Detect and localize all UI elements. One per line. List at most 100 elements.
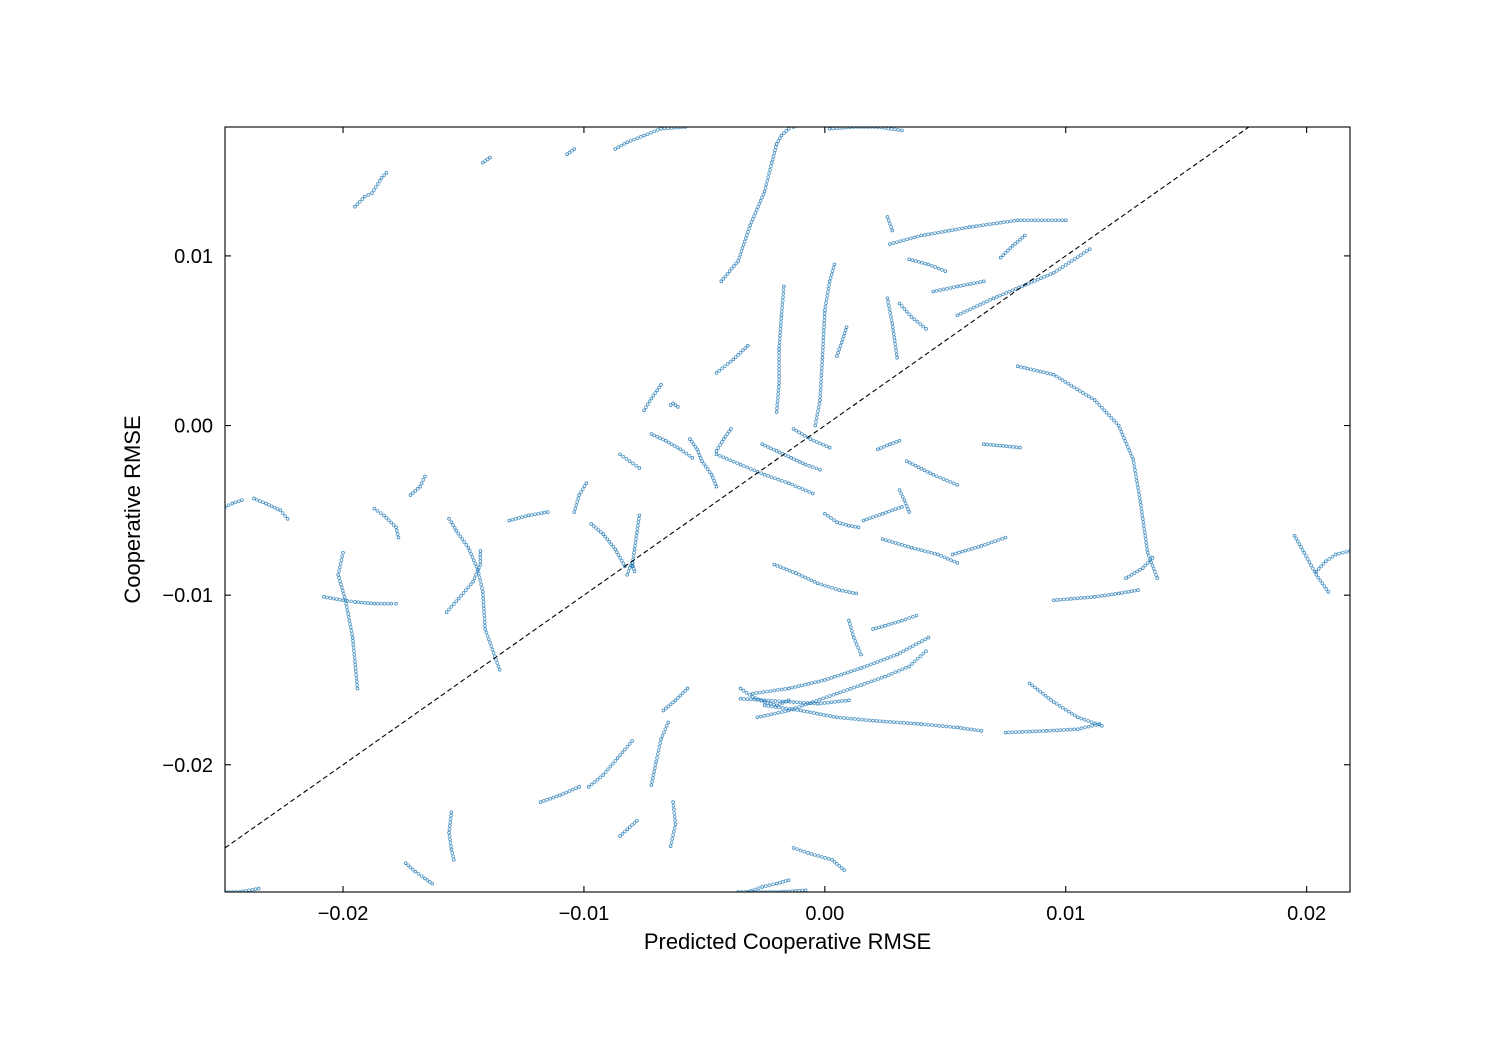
data-point (256, 886, 261, 891)
data-point (813, 423, 818, 428)
data-point (1055, 598, 1059, 602)
data-point (572, 147, 577, 151)
data-point (930, 723, 934, 727)
data-point (845, 688, 850, 692)
data-point (1340, 550, 1345, 555)
data-point (389, 520, 394, 525)
data-point (738, 350, 743, 355)
data-point (379, 176, 384, 180)
data-point (1116, 591, 1121, 596)
data-point (1327, 557, 1331, 561)
data-point (795, 847, 799, 851)
data-point (745, 344, 750, 348)
data-point (1324, 559, 1328, 564)
data-point (545, 798, 549, 802)
data-point (893, 345, 898, 350)
data-point (1085, 249, 1089, 253)
data-point (819, 380, 823, 385)
data-point (850, 590, 855, 595)
x-tick-label: −0.01 (559, 903, 610, 925)
data-point (823, 304, 828, 309)
y-tick-label: 0.00 (174, 416, 213, 438)
data-point (881, 719, 886, 724)
data-point (513, 517, 518, 521)
data-point (541, 799, 546, 803)
data-point (900, 128, 904, 133)
data-point (482, 613, 487, 618)
data-point (885, 656, 890, 661)
data-point (800, 574, 804, 578)
data-point (869, 679, 874, 684)
data-point (762, 700, 767, 704)
data-point (352, 652, 357, 657)
data-point (666, 127, 670, 131)
data-point (879, 675, 884, 680)
data-point (255, 497, 259, 502)
data-point (1039, 218, 1044, 223)
data-point (1119, 429, 1124, 434)
data-point (664, 439, 668, 443)
data-point (924, 649, 928, 653)
data-point (1075, 387, 1079, 391)
data-point (776, 139, 781, 143)
data-point (958, 284, 963, 288)
data-point (275, 507, 280, 511)
data-point (914, 613, 919, 618)
data-point (933, 265, 937, 269)
data-point (971, 224, 975, 229)
data-point (354, 673, 359, 677)
data-point (841, 127, 846, 130)
data-point (832, 518, 836, 522)
data-point (885, 296, 890, 301)
data-point (384, 170, 389, 175)
data-point (793, 889, 798, 892)
data-point (1122, 436, 1126, 440)
data-point (1054, 269, 1059, 273)
data-point (842, 671, 847, 676)
data-point (884, 510, 888, 515)
data-point (663, 727, 668, 731)
data-point (998, 443, 1002, 448)
data-point (977, 223, 982, 228)
data-point (625, 573, 630, 577)
data-point (510, 517, 515, 522)
data-point (1010, 730, 1015, 735)
data-point (741, 348, 745, 353)
data-point (489, 644, 493, 648)
data-point (812, 580, 817, 584)
data-point (813, 853, 817, 857)
data-point (240, 889, 245, 892)
data-point (1300, 548, 1305, 552)
data-point (789, 455, 793, 460)
data-point (971, 305, 976, 310)
data-point (964, 225, 968, 230)
data-point (652, 129, 657, 134)
data-point (447, 834, 452, 838)
data-point (806, 851, 810, 855)
data-point (781, 288, 786, 292)
data-point (821, 332, 826, 336)
data-point (632, 569, 637, 574)
data-point (1123, 439, 1128, 443)
data-point (630, 823, 634, 827)
data-point (480, 160, 485, 165)
data-point (821, 345, 825, 350)
data-point (809, 681, 814, 685)
data-point (638, 135, 643, 139)
data-point (1092, 398, 1097, 402)
data-point (633, 540, 638, 545)
data-point (912, 721, 917, 726)
data-point (891, 441, 895, 445)
data-point (478, 562, 483, 567)
data-point (734, 261, 738, 266)
data-point (890, 508, 895, 513)
data-point (807, 464, 811, 468)
data-point (1148, 558, 1152, 563)
data-point (832, 262, 837, 267)
data-point (671, 700, 675, 705)
data-point (777, 450, 782, 455)
data-point (1075, 727, 1080, 731)
data-point (615, 550, 619, 554)
data-point (529, 513, 534, 517)
data-point (835, 691, 839, 696)
